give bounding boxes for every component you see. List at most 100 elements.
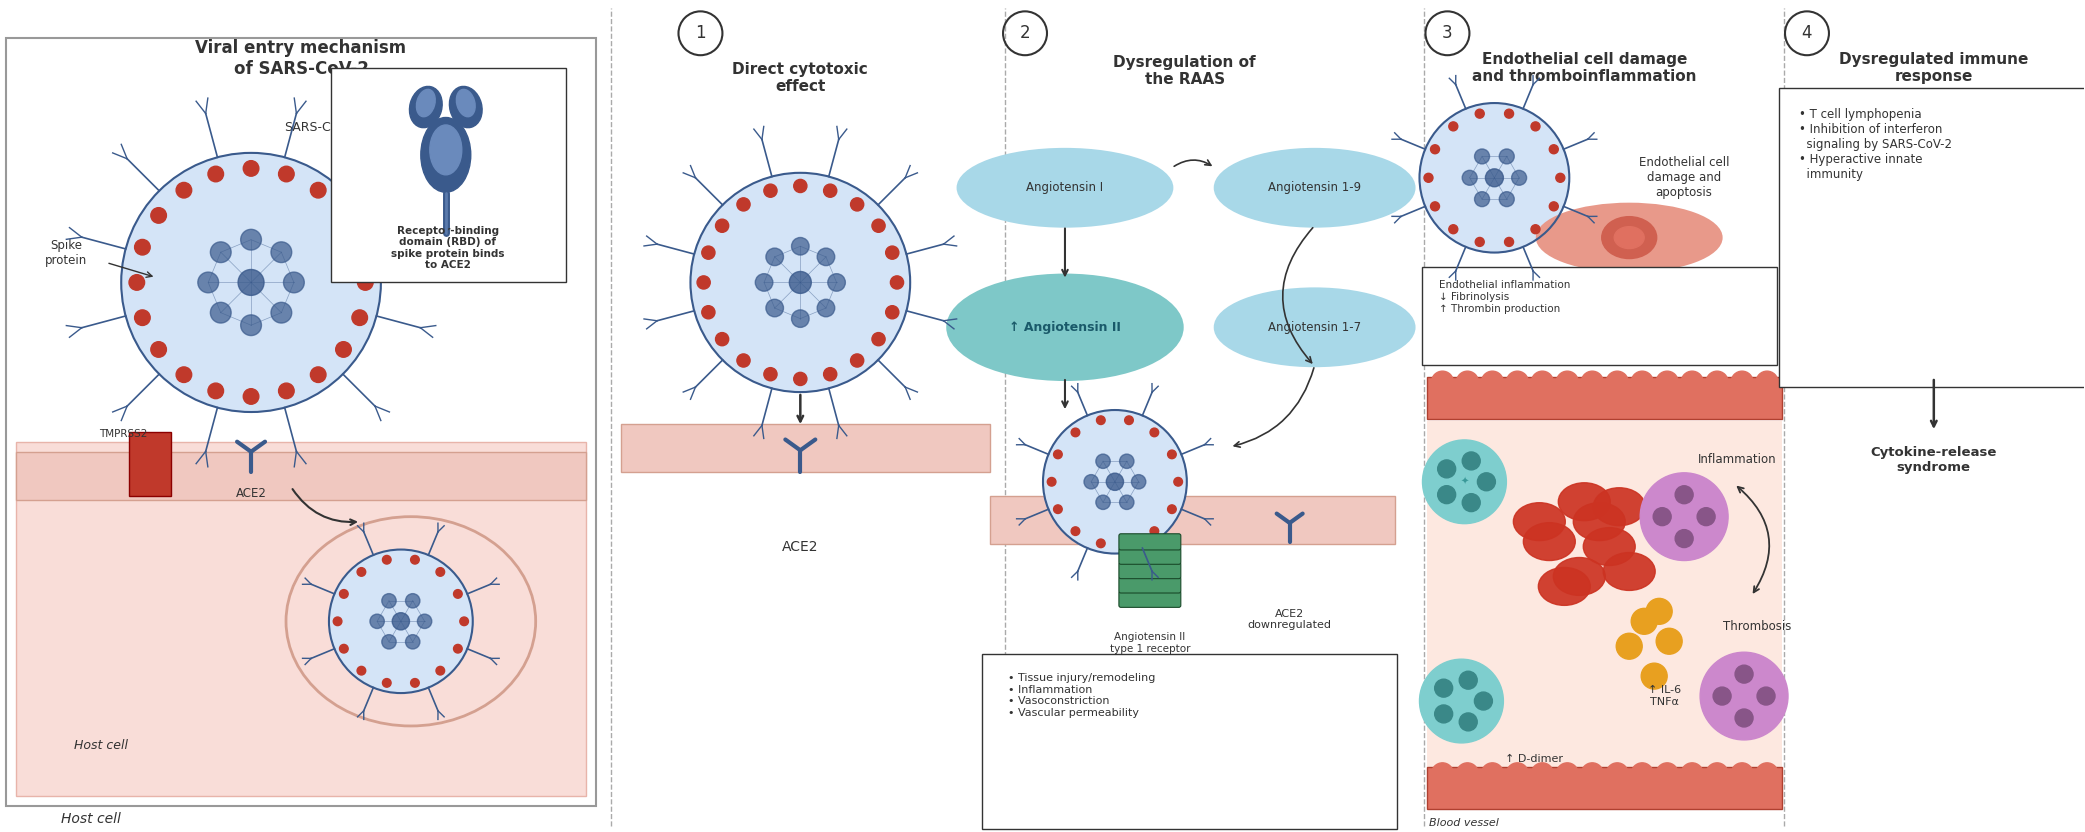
Circle shape [175,182,192,198]
Ellipse shape [1553,557,1605,596]
Ellipse shape [1457,371,1478,393]
Circle shape [1151,428,1159,437]
Text: ↑ IL-6
TNFα: ↑ IL-6 TNFα [1647,686,1681,707]
Circle shape [1735,709,1753,727]
Circle shape [382,593,396,608]
Circle shape [792,237,809,255]
Circle shape [404,635,419,649]
Circle shape [279,383,294,399]
Circle shape [1641,663,1668,689]
Ellipse shape [1580,763,1603,785]
FancyBboxPatch shape [17,452,586,500]
Ellipse shape [1482,371,1503,393]
Circle shape [1420,103,1570,253]
Text: SARS-CoV-2: SARS-CoV-2 [284,121,359,135]
FancyBboxPatch shape [1428,767,1783,809]
Circle shape [1124,539,1134,547]
FancyBboxPatch shape [1120,534,1180,550]
Circle shape [1053,450,1061,458]
Ellipse shape [286,517,536,726]
Text: Host cell: Host cell [60,812,121,825]
Circle shape [136,310,150,325]
Ellipse shape [1432,371,1453,393]
Circle shape [455,645,463,653]
Ellipse shape [1593,488,1645,526]
Circle shape [1758,687,1774,705]
Ellipse shape [1524,522,1576,561]
Circle shape [455,590,463,598]
Text: 3: 3 [1443,24,1453,42]
Text: 2: 2 [1020,24,1030,42]
Text: Blood vessel: Blood vessel [1430,818,1499,828]
Circle shape [417,614,432,628]
Text: ACE2
downregulated: ACE2 downregulated [1247,608,1332,630]
Circle shape [1462,171,1476,186]
Circle shape [792,310,809,328]
Circle shape [1505,237,1514,246]
Circle shape [1499,191,1514,206]
Text: 1: 1 [694,24,705,42]
Circle shape [1434,705,1453,723]
Circle shape [1424,173,1432,182]
Ellipse shape [1557,483,1610,521]
Ellipse shape [1605,371,1628,393]
Ellipse shape [1583,527,1635,566]
Circle shape [129,275,144,290]
Circle shape [696,276,711,289]
FancyBboxPatch shape [990,496,1395,543]
Ellipse shape [1681,763,1703,785]
Ellipse shape [1655,371,1678,393]
Circle shape [1097,495,1109,509]
Circle shape [211,302,231,323]
Text: • T cell lymphopenia
• Inhibition of interferon
  signaling by SARS-CoV-2
• Hype: • T cell lymphopenia • Inhibition of int… [1799,108,1952,181]
Circle shape [1053,505,1061,513]
Circle shape [238,270,265,295]
Circle shape [1549,202,1557,210]
Circle shape [352,240,367,255]
Circle shape [1653,508,1672,526]
Text: Direct cytotoxic
effect: Direct cytotoxic effect [732,62,867,94]
Circle shape [1616,633,1643,659]
Circle shape [1047,478,1055,486]
FancyBboxPatch shape [1120,592,1180,607]
Ellipse shape [1555,371,1578,393]
Circle shape [703,246,715,260]
Circle shape [715,333,728,346]
Circle shape [1434,679,1453,697]
Text: • Tissue injury/remodeling
• Inflammation
• Vasoconstriction
• Vascular permeabi: • Tissue injury/remodeling • Inflammatio… [1007,673,1155,718]
Text: Endothelial inflammation
↓ Fibrinolysis
↑ Thrombin production: Endothelial inflammation ↓ Fibrinolysis … [1439,280,1570,314]
Circle shape [311,367,325,383]
Ellipse shape [1756,371,1779,393]
Ellipse shape [417,89,436,116]
Circle shape [198,272,219,293]
Circle shape [240,314,261,335]
Ellipse shape [409,87,442,127]
Circle shape [1714,687,1731,705]
Circle shape [1462,493,1480,512]
Circle shape [357,567,365,577]
Circle shape [404,593,419,608]
Text: Inflammation: Inflammation [1697,453,1776,467]
Ellipse shape [1630,763,1653,785]
Circle shape [1097,539,1105,547]
Ellipse shape [457,89,475,116]
Ellipse shape [1539,567,1591,606]
Ellipse shape [1530,371,1553,393]
Circle shape [1735,665,1753,683]
Text: ↑ D-dimer: ↑ D-dimer [1505,754,1564,764]
Circle shape [150,208,167,223]
Ellipse shape [1432,763,1453,785]
Circle shape [1474,692,1493,710]
Ellipse shape [1580,371,1603,393]
Circle shape [329,550,473,693]
Circle shape [824,184,836,197]
Circle shape [352,310,367,325]
Circle shape [382,679,392,687]
Circle shape [1439,486,1455,503]
Text: Thrombosis: Thrombosis [1722,620,1791,633]
Circle shape [240,230,261,250]
Circle shape [311,182,325,198]
Circle shape [244,389,259,404]
Circle shape [872,219,886,232]
Circle shape [1072,527,1080,536]
